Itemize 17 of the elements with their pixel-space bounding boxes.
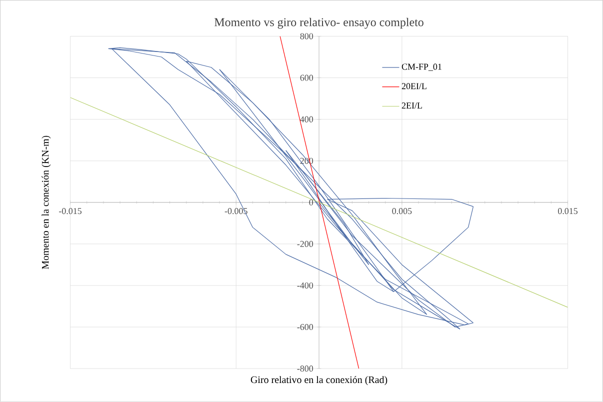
y-tick-label: -400 xyxy=(297,282,314,289)
y-tick-label: 400 xyxy=(300,116,314,122)
x-axis-title: Giro relativo en la conexión (Rad) xyxy=(250,376,388,386)
x-tick-label: 0.005 xyxy=(392,208,412,214)
legend-label: 20EI/L xyxy=(402,83,426,90)
x-tick-label: 0.015 xyxy=(558,208,578,214)
legend-label: CM-FP_01 xyxy=(402,64,442,71)
y-tick-label: 600 xyxy=(300,74,314,81)
chart-title: Momento vs giro relativo- ensayo completo xyxy=(214,18,424,29)
y-tick-label: 0 xyxy=(309,199,314,206)
x-tick-label: -0.015 xyxy=(59,208,82,214)
y-tick-label: -800 xyxy=(297,366,314,372)
y-tick-label: 800 xyxy=(300,33,314,40)
y-tick-label: -200 xyxy=(297,241,314,248)
y-axis-title: Momento en la conexión (KN-m) xyxy=(42,136,51,270)
legend-label: 2EI/L xyxy=(402,102,422,109)
y-tick-label: -600 xyxy=(297,324,314,330)
